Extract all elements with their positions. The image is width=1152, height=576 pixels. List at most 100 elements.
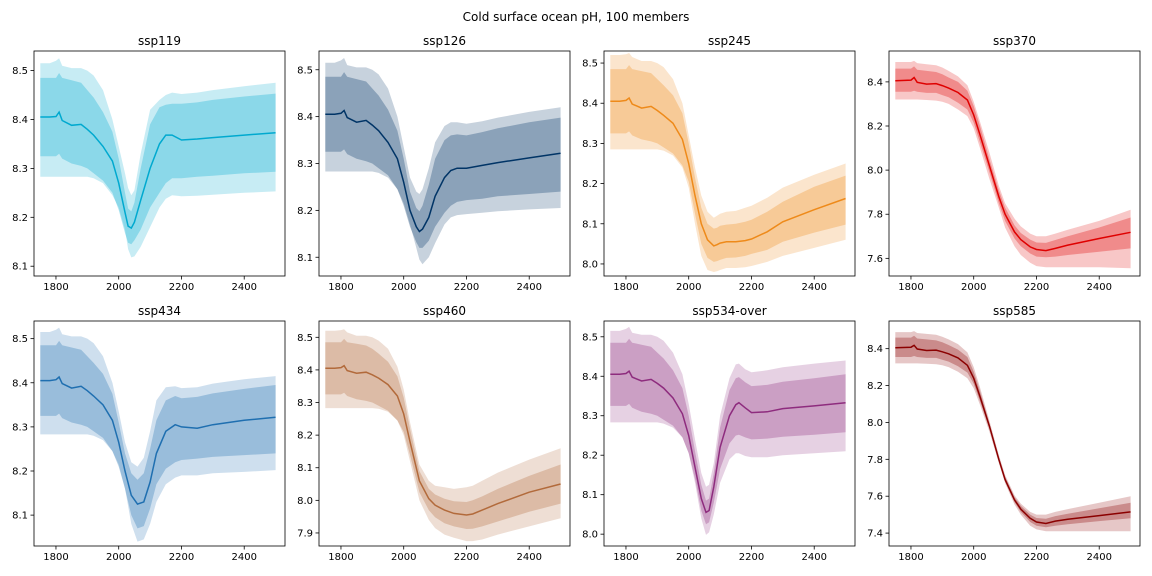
band-inner	[40, 340, 276, 529]
band-inner	[325, 72, 561, 248]
median-line	[895, 76, 1131, 252]
x-tick-label: 1800	[898, 282, 923, 293]
band-outer	[895, 331, 1131, 532]
x-tick-label: 2400	[1086, 282, 1111, 293]
y-tick-label: 8.5	[297, 333, 313, 344]
y-tick-label: 8.3	[582, 139, 598, 150]
y-tick-label: 8.0	[867, 166, 883, 177]
y-tick-label: 8.4	[582, 99, 598, 110]
y-tick-label: 8.3	[582, 411, 598, 422]
chart-panel-ssp585: ssp585 1800 2000 2200 2400 7.4 7.6 7.8 8.0 8.2 8.4	[867, 304, 1141, 563]
y-tick-label: 8.3	[12, 422, 28, 433]
band-outer	[610, 326, 846, 535]
axes-frame	[888, 320, 1141, 547]
band-inner	[610, 338, 846, 525]
y-tick-label: 7.4	[867, 529, 883, 540]
panel-title: ssp370	[993, 34, 1036, 48]
band-outer	[325, 58, 561, 265]
y-tick-label: 8.2	[582, 179, 598, 190]
figure-title: Cold surface ocean pH, 100 members	[462, 10, 690, 24]
y-tick-label: 8.1	[582, 219, 598, 230]
panel-title: ssp585	[993, 304, 1036, 318]
x-tick-label: 2400	[516, 282, 541, 293]
median-line	[895, 344, 1131, 525]
x-tick-label: 2400	[516, 552, 541, 563]
median-line	[325, 364, 561, 516]
axes-frame	[888, 50, 1141, 277]
axes-frame	[603, 50, 856, 277]
y-tick-label: 7.8	[867, 455, 883, 466]
x-tick-label: 2000	[106, 282, 131, 293]
x-tick-label: 2400	[801, 552, 826, 563]
band-inner	[895, 335, 1131, 528]
x-tick-label: 2200	[1024, 282, 1049, 293]
y-tick-label: 8.4	[297, 365, 313, 376]
x-tick-label: 2000	[961, 282, 986, 293]
y-tick-label: 8.2	[582, 451, 598, 462]
band-outer	[895, 60, 1131, 269]
band-outer	[610, 53, 846, 272]
median-line	[610, 96, 846, 247]
y-tick-label: 8.2	[867, 122, 883, 133]
axes-frame	[33, 50, 286, 277]
x-tick-label: 2000	[391, 552, 416, 563]
chart-panel-ssp245: ssp245 1800 2000 2200 2400 8.0 8.1 8.2 8.3 8.4 8.5	[582, 34, 856, 293]
x-tick-label: 2400	[231, 552, 256, 563]
y-tick-label: 8.5	[297, 65, 313, 76]
y-tick-label: 7.6	[867, 254, 883, 265]
x-tick-label: 2200	[739, 552, 764, 563]
y-tick-label: 8.3	[12, 164, 28, 175]
y-tick-label: 8.2	[867, 381, 883, 392]
y-tick-label: 8.3	[297, 398, 313, 409]
chart-panel-ssp434: ssp434 1800 2000 2200 2400 8.1 8.2 8.3 8.4 8.5	[12, 304, 286, 563]
x-tick-label: 1800	[43, 282, 68, 293]
band-outer	[40, 327, 276, 542]
y-tick-label: 8.5	[12, 66, 28, 77]
y-tick-label: 8.0	[582, 530, 598, 541]
y-tick-label: 8.2	[12, 213, 28, 224]
x-tick-label: 1800	[328, 282, 353, 293]
y-tick-label: 8.4	[867, 77, 883, 88]
axes-frame	[318, 320, 571, 547]
y-tick-label: 8.4	[297, 112, 313, 123]
y-tick-label: 8.2	[297, 206, 313, 217]
x-tick-label: 2200	[169, 552, 194, 563]
y-tick-label: 8.1	[12, 511, 28, 522]
chart-panel-ssp460: ssp460 1800 2000 2200 2400 7.9 8.0 8.1 8.2 8.3 8.4…	[297, 304, 571, 563]
x-tick-label: 2200	[454, 282, 479, 293]
panel-title: ssp460	[423, 304, 466, 318]
x-tick-label: 2200	[1024, 552, 1049, 563]
y-tick-label: 8.0	[297, 496, 313, 507]
panel-title: ssp245	[708, 34, 751, 48]
band-inner	[895, 66, 1131, 258]
panel-title: ssp126	[423, 34, 466, 48]
x-tick-label: 2400	[801, 282, 826, 293]
x-tick-label: 2200	[739, 282, 764, 293]
panel-title: ssp434	[138, 304, 181, 318]
x-tick-label: 2200	[169, 282, 194, 293]
panel-title: ssp119	[138, 34, 181, 48]
x-tick-label: 1800	[328, 552, 353, 563]
chart-panel-ssp126: ssp126 1800 2000 2200 2400 8.1 8.2 8.3 8.4 8.5	[297, 34, 571, 293]
y-tick-label: 7.9	[297, 528, 313, 539]
y-tick-label: 8.4	[12, 378, 28, 389]
y-tick-label: 8.2	[12, 467, 28, 478]
y-tick-label: 8.5	[12, 334, 28, 345]
y-tick-label: 8.0	[582, 259, 598, 270]
y-tick-label: 8.4	[12, 115, 28, 126]
y-tick-label: 8.2	[297, 431, 313, 442]
band-inner	[40, 73, 276, 245]
y-tick-label: 8.1	[297, 253, 313, 264]
chart-panel-ssp370: ssp370 1800 2000 2200 2400 7.6 7.8 8.0 8.2 8.4	[867, 34, 1141, 293]
y-tick-label: 7.6	[867, 492, 883, 503]
x-tick-label: 2400	[1086, 552, 1111, 563]
y-tick-label: 8.3	[297, 159, 313, 170]
median-line	[40, 110, 276, 230]
x-tick-label: 2200	[454, 552, 479, 563]
median-line	[40, 375, 276, 505]
band-inner	[610, 65, 846, 262]
panel-title: ssp534-over	[692, 304, 766, 318]
x-tick-label: 1800	[898, 552, 923, 563]
x-tick-label: 1800	[43, 552, 68, 563]
